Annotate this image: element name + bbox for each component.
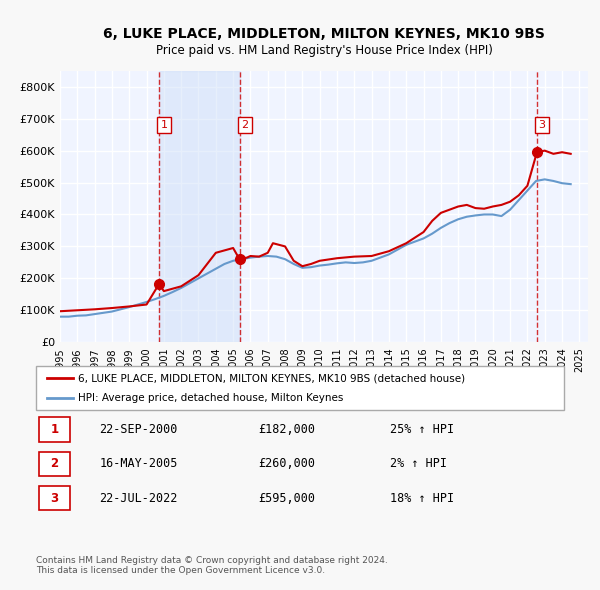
- Text: 1: 1: [50, 423, 59, 436]
- FancyBboxPatch shape: [38, 417, 70, 442]
- Text: 3: 3: [539, 120, 545, 130]
- Text: 6, LUKE PLACE, MIDDLETON, MILTON KEYNES, MK10 9BS (detached house): 6, LUKE PLACE, MIDDLETON, MILTON KEYNES,…: [78, 373, 466, 383]
- Text: HPI: Average price, detached house, Milton Keynes: HPI: Average price, detached house, Milt…: [78, 393, 344, 402]
- Text: 6, LUKE PLACE, MIDDLETON, MILTON KEYNES, MK10 9BS: 6, LUKE PLACE, MIDDLETON, MILTON KEYNES,…: [103, 27, 545, 41]
- Text: £260,000: £260,000: [258, 457, 315, 470]
- Text: Contains HM Land Registry data © Crown copyright and database right 2024.
This d: Contains HM Land Registry data © Crown c…: [36, 556, 388, 575]
- Text: 18% ↑ HPI: 18% ↑ HPI: [390, 491, 454, 504]
- FancyBboxPatch shape: [38, 451, 70, 476]
- Text: 22-SEP-2000: 22-SEP-2000: [100, 423, 178, 436]
- Bar: [159, 71, 239, 342]
- Text: 3: 3: [50, 491, 59, 504]
- Text: £595,000: £595,000: [258, 491, 315, 504]
- Text: 2: 2: [241, 120, 248, 130]
- Text: 16-MAY-2005: 16-MAY-2005: [100, 457, 178, 470]
- FancyBboxPatch shape: [36, 366, 564, 410]
- Text: 2: 2: [50, 457, 59, 470]
- Text: 25% ↑ HPI: 25% ↑ HPI: [390, 423, 454, 436]
- Text: 22-JUL-2022: 22-JUL-2022: [100, 491, 178, 504]
- Text: 1: 1: [161, 120, 168, 130]
- Text: 2% ↑ HPI: 2% ↑ HPI: [390, 457, 447, 470]
- Text: £182,000: £182,000: [258, 423, 315, 436]
- FancyBboxPatch shape: [38, 486, 70, 510]
- Text: Price paid vs. HM Land Registry's House Price Index (HPI): Price paid vs. HM Land Registry's House …: [155, 44, 493, 57]
